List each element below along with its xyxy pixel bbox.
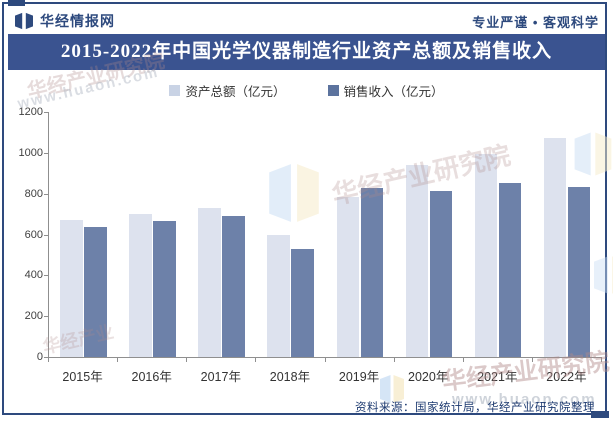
x-axis-category-label: 2016年: [131, 370, 172, 384]
y-axis-tick-label: 200: [24, 310, 43, 323]
x-axis-tick: [393, 357, 395, 362]
x-axis-category-label: 2019年: [338, 370, 380, 384]
legend-label: 销售收入（亿元）: [343, 85, 444, 99]
brand-book-icon: [14, 12, 34, 30]
y-axis-tick-label: 1000: [18, 146, 43, 159]
bar-revenue-2021年: [498, 183, 522, 357]
y-axis-tick-label: 1200: [18, 106, 43, 118]
y-axis-tick-label: 600: [24, 228, 43, 241]
bar-revenue-2017年: [222, 216, 245, 357]
bar-assets-2022年: [543, 137, 567, 357]
x-axis-category-label: 2020年: [408, 370, 449, 384]
header-bar: 华经情报网 专业严谨 • 客观科学: [14, 9, 599, 33]
frame-accent-top-left: [8, 0, 25, 6]
watermark-logo-icon: [570, 131, 613, 182]
bar-revenue-2018年: [291, 248, 314, 357]
x-axis-category-label: 2018年: [269, 370, 311, 384]
x-axis-tick: [255, 357, 257, 362]
bar-revenue-2015年: [84, 227, 107, 357]
y-axis-tick: [44, 316, 48, 318]
x-axis-tick: [601, 357, 602, 362]
x-axis-tick: [48, 357, 49, 362]
y-axis-tick-label: 0: [36, 351, 43, 363]
bar-assets-2016年: [129, 214, 152, 357]
legend-item-assets: 资产总额（亿元）: [169, 81, 286, 100]
watermark-logo-icon: [263, 162, 325, 229]
y-axis-tick-label: 800: [24, 187, 43, 200]
chart-legend: 资产总额（亿元） 销售收入（亿元）: [0, 81, 613, 100]
bar-assets-2015年: [60, 220, 83, 357]
legend-item-revenue: 销售收入（亿元）: [327, 81, 444, 100]
x-axis-tick: [462, 357, 464, 362]
bar-revenue-2016年: [153, 221, 176, 357]
y-axis-tick: [44, 357, 48, 358]
x-axis-tick: [324, 357, 326, 362]
bar-assets-2021年: [474, 153, 498, 357]
bar-assets-2019年: [336, 196, 359, 357]
bar-assets-2020年: [405, 165, 429, 357]
frame-accent-bottom-right: [591, 411, 609, 418]
legend-label: 资产总额（亿元）: [185, 85, 286, 99]
x-axis-category-label: 2015年: [62, 370, 103, 384]
y-axis-tick-label: 400: [24, 269, 43, 282]
legend-swatch-icon: [169, 85, 181, 96]
x-axis-tick: [531, 357, 533, 362]
watermark-logo-icon: [590, 255, 613, 300]
legend-swatch-icon: [327, 85, 339, 96]
x-axis-category-label: 2022年: [546, 370, 587, 384]
y-axis-line: [48, 112, 49, 357]
y-axis-tick: [44, 112, 48, 113]
brand: 华经情报网: [14, 11, 115, 31]
data-source-note: 资料来源：国家统计局，华经产业研究院整理: [355, 402, 595, 414]
x-axis-category-label: 2017年: [200, 370, 241, 384]
bar-assets-2017年: [198, 207, 221, 357]
bar-assets-2018年: [267, 234, 290, 357]
x-axis-tick: [117, 357, 119, 362]
y-axis-tick: [44, 152, 48, 154]
header-slogan: 专业严谨 • 客观科学: [472, 14, 599, 30]
bar-revenue-2019年: [360, 187, 383, 357]
bar-revenue-2020年: [429, 190, 453, 357]
y-axis-tick: [44, 234, 48, 236]
x-axis-category-label: 2021年: [477, 370, 518, 384]
y-axis-tick: [44, 193, 48, 195]
bar-revenue-2022年: [567, 186, 591, 357]
y-axis-tick: [44, 275, 48, 277]
x-axis-tick: [186, 357, 188, 362]
brand-name: 华经情报网: [40, 13, 115, 29]
chart-title: 2015-2022年中国光学仪器制造行业资产总额及销售收入: [8, 34, 605, 70]
